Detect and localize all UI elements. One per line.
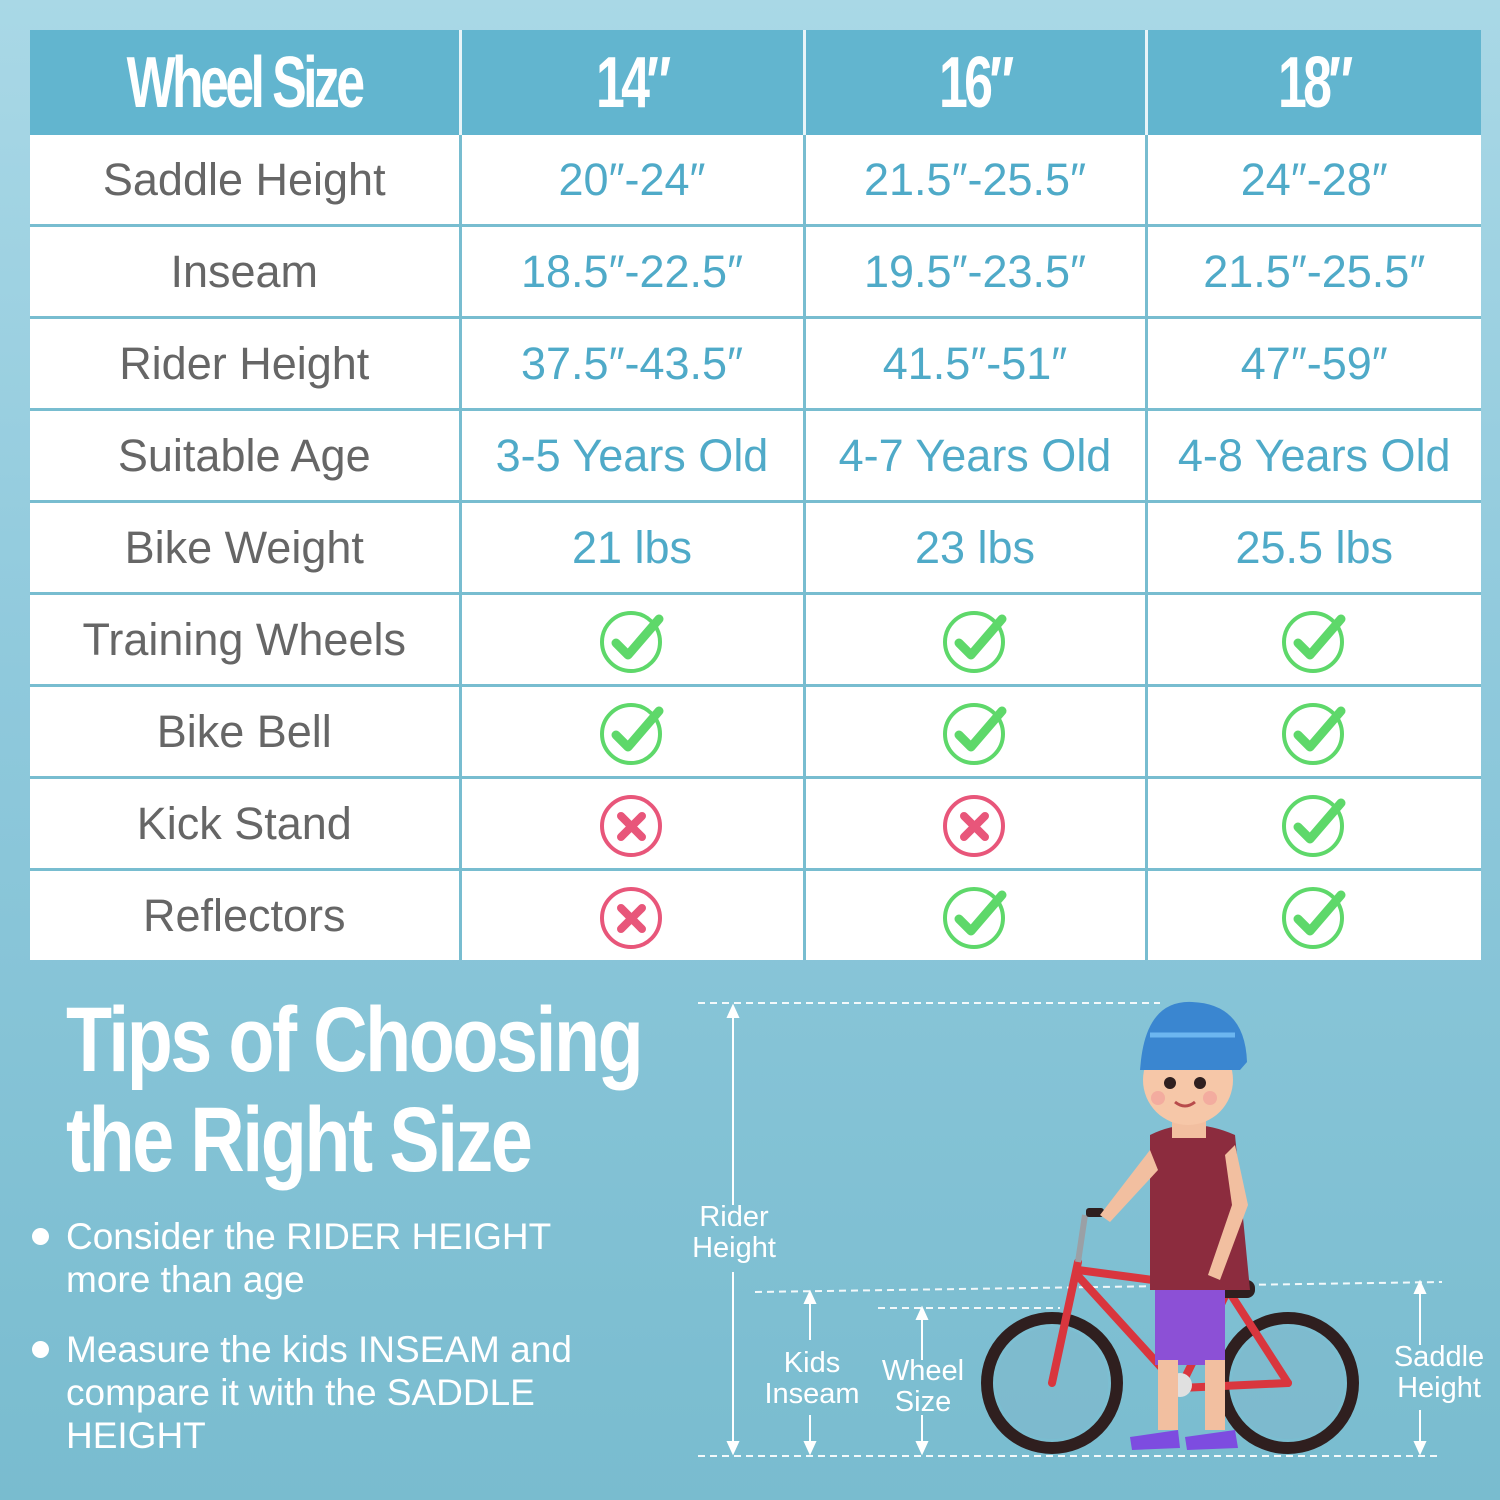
check-icon — [1282, 886, 1346, 949]
row-label-kick-stand: Kick Stand — [30, 776, 462, 870]
tips-title-line1: Tips of Choosing — [66, 989, 644, 1091]
child-rider-icon — [1100, 1001, 1250, 1450]
saddle-height-label: Saddle Height — [1393, 1341, 1485, 1404]
table-row: Suitable Age 3-5 Years Old 4-7 Years Old… — [30, 408, 1481, 502]
size-chart-table: Wheel Size 14″ 16″ 18″ Saddle Height 20″… — [30, 30, 1481, 960]
table-cell: 23 lbs — [804, 500, 1148, 594]
feature-cell — [1146, 592, 1481, 686]
row-label-reflectors: Reflectors — [30, 868, 462, 960]
table-cell: 3-5 Years Old — [460, 408, 806, 502]
table-cell: 19.5″-23.5″ — [804, 224, 1148, 318]
table-cell: 25.5 lbs — [1146, 500, 1481, 594]
check-icon — [1282, 794, 1346, 857]
feature-cell — [804, 776, 1148, 870]
table-row: Reflectors — [30, 868, 1481, 960]
bike-size-diagram: Rider Height Kids Inseam Wheel Size Saddle H… — [680, 990, 1500, 1480]
feature-cell — [460, 776, 806, 870]
rider-height-label: Rider Height — [692, 1201, 776, 1264]
table-cell: 18.5″-22.5″ — [460, 224, 806, 318]
table-header-row: Wheel Size 14″ 16″ 18″ — [30, 30, 1481, 135]
feature-cell — [804, 684, 1148, 778]
tip-item: Consider the RIDER HEIGHT more than age — [30, 1215, 610, 1301]
row-label-training-wheels: Training Wheels — [30, 592, 462, 686]
feature-cell — [804, 592, 1148, 686]
table-cell: 4-8 Years Old — [1146, 408, 1481, 502]
table-row: Rider Height 37.5″-43.5″ 41.5″-51″ 47″-5… — [30, 316, 1481, 410]
feature-cell — [460, 684, 806, 778]
tips-title-line2: the Right Size — [66, 1089, 533, 1191]
table-cell: 24″-28″ — [1146, 135, 1481, 226]
header-wheel-size: Wheel Size — [30, 30, 462, 135]
table-cell: 47″-59″ — [1146, 316, 1481, 410]
cross-icon — [943, 794, 1005, 857]
table-cell: 21.5″-25.5″ — [1146, 224, 1481, 318]
table-row: Bike Bell — [30, 684, 1481, 778]
table-row: Inseam 18.5″-22.5″ 19.5″-23.5″ 21.5″-25.… — [30, 224, 1481, 318]
check-icon — [1282, 702, 1346, 765]
tips-list: Consider the RIDER HEIGHT more than age … — [30, 1215, 610, 1484]
table-cell: 4-7 Years Old — [804, 408, 1148, 502]
header-16-inch: 16″ — [804, 30, 1148, 135]
row-label-bike-bell: Bike Bell — [30, 684, 462, 778]
table-row: Kick Stand — [30, 776, 1481, 870]
table-cell: 20″-24″ — [460, 135, 806, 226]
row-label-bike-weight: Bike Weight — [30, 500, 462, 594]
check-icon — [1282, 610, 1346, 673]
wheel-size-label: Wheel Size — [881, 1355, 965, 1418]
feature-cell — [1146, 776, 1481, 870]
feature-cell — [460, 592, 806, 686]
row-label-inseam: Inseam — [30, 224, 462, 318]
check-icon — [943, 886, 1007, 949]
cross-icon — [600, 794, 662, 857]
kids-inseam-label: Kids Inseam — [764, 1347, 860, 1410]
tips-title: Tips of Choosing the Right Size — [66, 989, 644, 1191]
header-14-inch: 14″ — [460, 30, 806, 135]
header-18-inch: 18″ — [1146, 30, 1481, 135]
row-label-saddle-height: Saddle Height — [30, 135, 462, 226]
table-row: Training Wheels — [30, 592, 1481, 686]
diagram-illustration — [698, 1001, 1443, 1457]
feature-cell — [1146, 868, 1481, 960]
feature-cell — [1146, 684, 1481, 778]
row-label-suitable-age: Suitable Age — [30, 408, 462, 502]
table-cell: 21 lbs — [460, 500, 806, 594]
feature-cell — [460, 868, 806, 960]
row-label-rider-height: Rider Height — [30, 316, 462, 410]
check-icon — [943, 610, 1007, 673]
check-icon — [600, 610, 664, 673]
check-icon — [600, 702, 664, 765]
check-icon — [943, 702, 1007, 765]
table-row: Saddle Height 20″-24″ 21.5″-25.5″ 24″-28… — [30, 135, 1481, 226]
table-cell: 37.5″-43.5″ — [460, 316, 806, 410]
table-cell: 41.5″-51″ — [804, 316, 1148, 410]
table-row: Bike Weight 21 lbs 23 lbs 25.5 lbs — [30, 500, 1481, 594]
cross-icon — [600, 886, 662, 949]
table-cell: 21.5″-25.5″ — [804, 135, 1148, 226]
tip-item: Measure the kids INSEAM and compare it w… — [30, 1328, 610, 1457]
feature-cell — [804, 868, 1148, 960]
